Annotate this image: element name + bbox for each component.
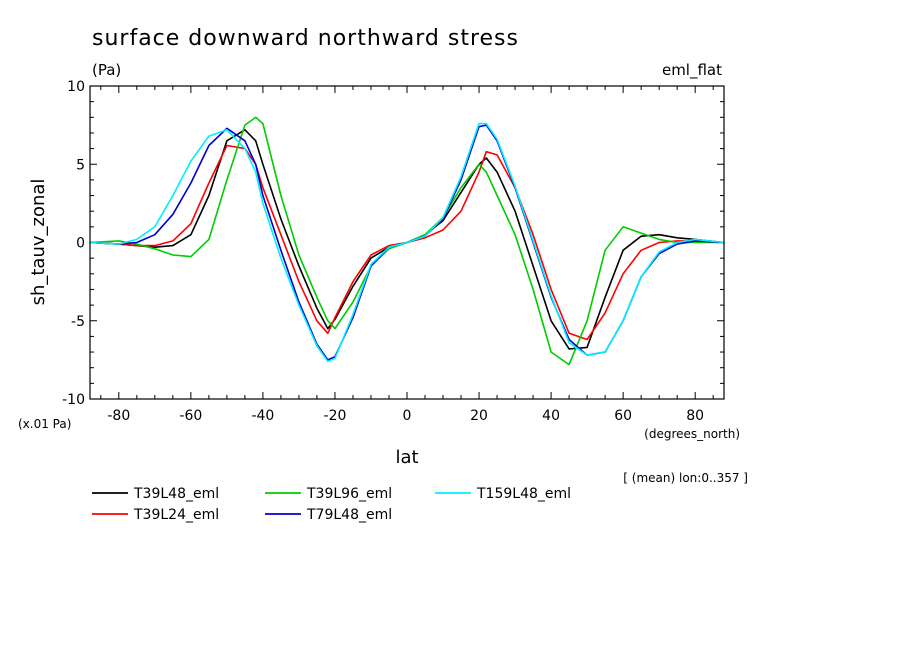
chart-title: surface downward northward stress [92,26,519,51]
x-units-label: (degrees_north) [644,427,740,441]
series-line-t159l48_eml [89,122,725,363]
y-tick-label: 10 [67,79,85,95]
series-line-t39l48_eml [89,129,725,350]
y-scale-note: (x.01 Pa) [18,417,71,431]
x-tick-label: -40 [251,408,274,424]
chart-units: (Pa) [92,61,121,79]
y-tick-label: -5 [71,314,85,330]
series-lines [89,116,725,366]
x-tick-label: 20 [470,408,488,424]
x-tick-label: 40 [542,408,560,424]
legend-label: T79L48_eml [306,507,392,523]
x-tick-label: 0 [403,408,412,424]
plot-frame [89,85,725,400]
x-tick-label: 80 [686,408,704,424]
x-tick-label: -80 [107,408,130,424]
series-line-t39l96_eml [89,116,724,366]
x-axis-label: lat [395,447,418,468]
experiment-label: eml_flat [662,61,722,80]
y-axis-label: sh_tauv_zonal [28,179,49,306]
x-tick-label: -20 [324,408,347,424]
y-tick-labels: -10 -5 0 5 10 [62,79,85,408]
axis-ticks [90,85,724,400]
x-tick-label: 60 [614,408,632,424]
legend-label: T159L48_eml [476,486,571,502]
x-tick-labels: -80 -60 -40 -20 0 20 40 60 80 [107,408,704,424]
averaging-note: [ (mean) lon:0..357 ] [623,471,748,485]
x-tick-label: -60 [179,408,202,424]
y-tick-label: 0 [76,236,85,252]
legend-label: T39L96_eml [306,486,392,502]
legend: T39L48_eml T39L24_eml T39L96_eml T79L48_eml… [92,486,571,523]
legend-label: T39L48_eml [133,486,219,502]
y-tick-label: -10 [62,392,85,408]
y-tick-label: 5 [76,157,85,173]
legend-label: T39L24_eml [133,507,219,523]
